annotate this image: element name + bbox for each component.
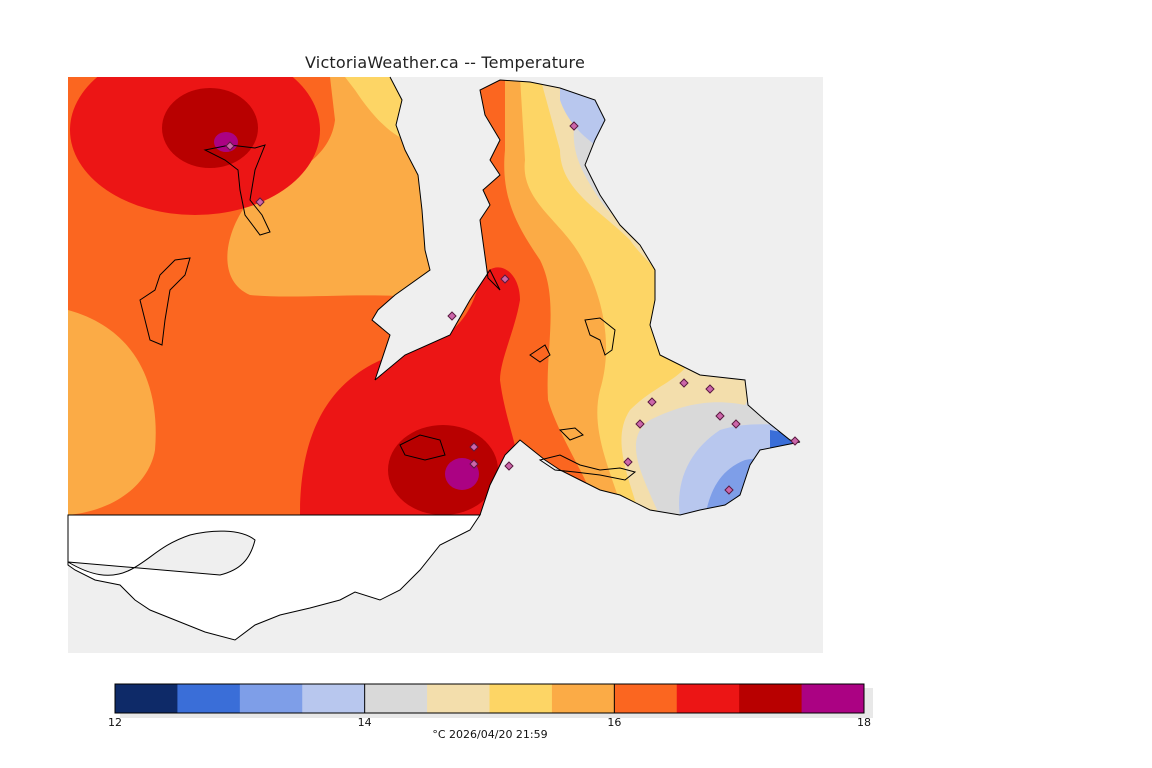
station-marker xyxy=(447,311,457,321)
legend-tick-label: 18 xyxy=(857,716,871,729)
station-marker xyxy=(623,457,633,467)
legend-swatch xyxy=(676,684,740,713)
station-marker xyxy=(731,419,741,429)
station-marker xyxy=(504,461,514,471)
legend-tick-label: 12 xyxy=(108,716,122,729)
map-title: VictoriaWeather.ca -- Temperature xyxy=(305,53,585,72)
legend-swatch xyxy=(239,684,303,713)
color-legend: 12 14 16 18 °C 2026/04/20 21:59 xyxy=(108,683,873,741)
station-marker xyxy=(469,459,479,469)
legend-swatch xyxy=(739,684,803,713)
station-marker xyxy=(705,384,715,394)
legend-swatch xyxy=(489,684,553,713)
coastline xyxy=(139,76,801,516)
station-marker xyxy=(790,436,800,446)
station-marker xyxy=(569,121,579,131)
legend-swatch xyxy=(364,684,428,713)
station-marker xyxy=(679,378,689,388)
legend-swatch xyxy=(177,684,241,713)
station-marker xyxy=(647,397,657,407)
legend-swatch xyxy=(115,684,178,713)
station-marker xyxy=(255,197,265,207)
legend-caption: °C 2026/04/20 21:59 xyxy=(432,728,547,741)
legend-swatch xyxy=(801,684,865,713)
legend-tick-label: 14 xyxy=(358,716,372,729)
station-marker xyxy=(724,485,734,495)
weather-stations xyxy=(225,121,800,495)
station-marker xyxy=(715,411,725,421)
station-marker xyxy=(500,274,510,284)
legend-swatch xyxy=(614,684,678,713)
station-marker xyxy=(225,141,235,151)
legend-tick-label: 16 xyxy=(607,716,621,729)
station-marker xyxy=(635,419,645,429)
legend-swatch xyxy=(427,684,490,713)
legend-swatch xyxy=(551,684,615,713)
station-marker xyxy=(469,442,479,452)
legend-swatch xyxy=(302,684,366,713)
